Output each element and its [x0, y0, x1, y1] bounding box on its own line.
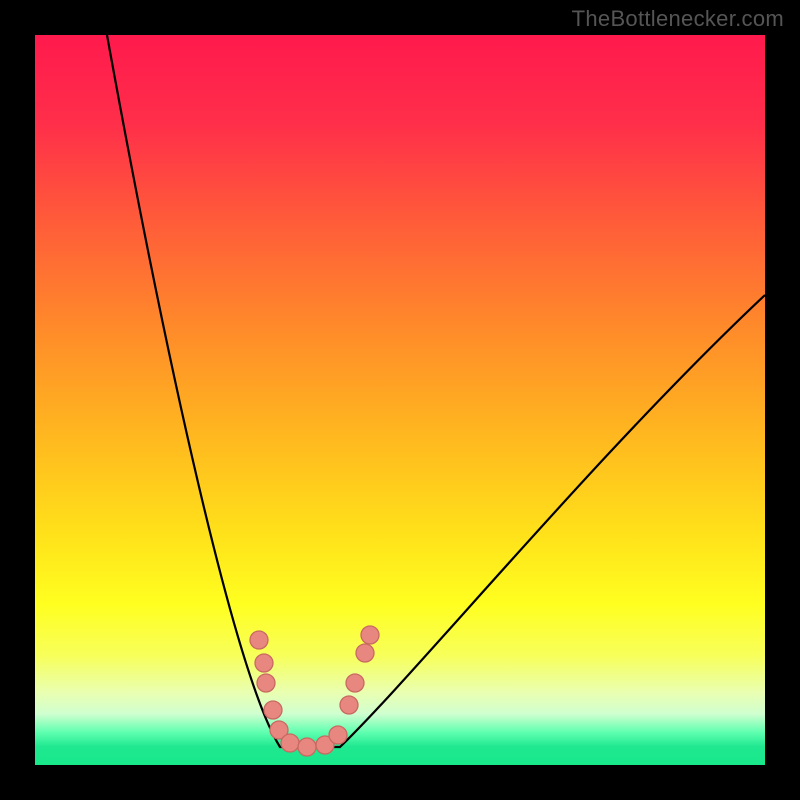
curve-marker	[257, 674, 275, 692]
curve-marker	[329, 726, 347, 744]
curve-layer	[35, 35, 765, 765]
curve-marker	[255, 654, 273, 672]
curve-marker	[298, 738, 316, 756]
marker-group	[250, 626, 379, 756]
curve-marker	[346, 674, 364, 692]
plot-area	[35, 35, 765, 765]
curve-marker	[340, 696, 358, 714]
bottleneck-curve	[107, 35, 765, 747]
watermark-text: TheBottlenecker.com	[572, 6, 784, 32]
curve-marker	[264, 701, 282, 719]
curve-marker	[250, 631, 268, 649]
curve-marker	[356, 644, 374, 662]
curve-marker	[361, 626, 379, 644]
curve-marker	[281, 734, 299, 752]
